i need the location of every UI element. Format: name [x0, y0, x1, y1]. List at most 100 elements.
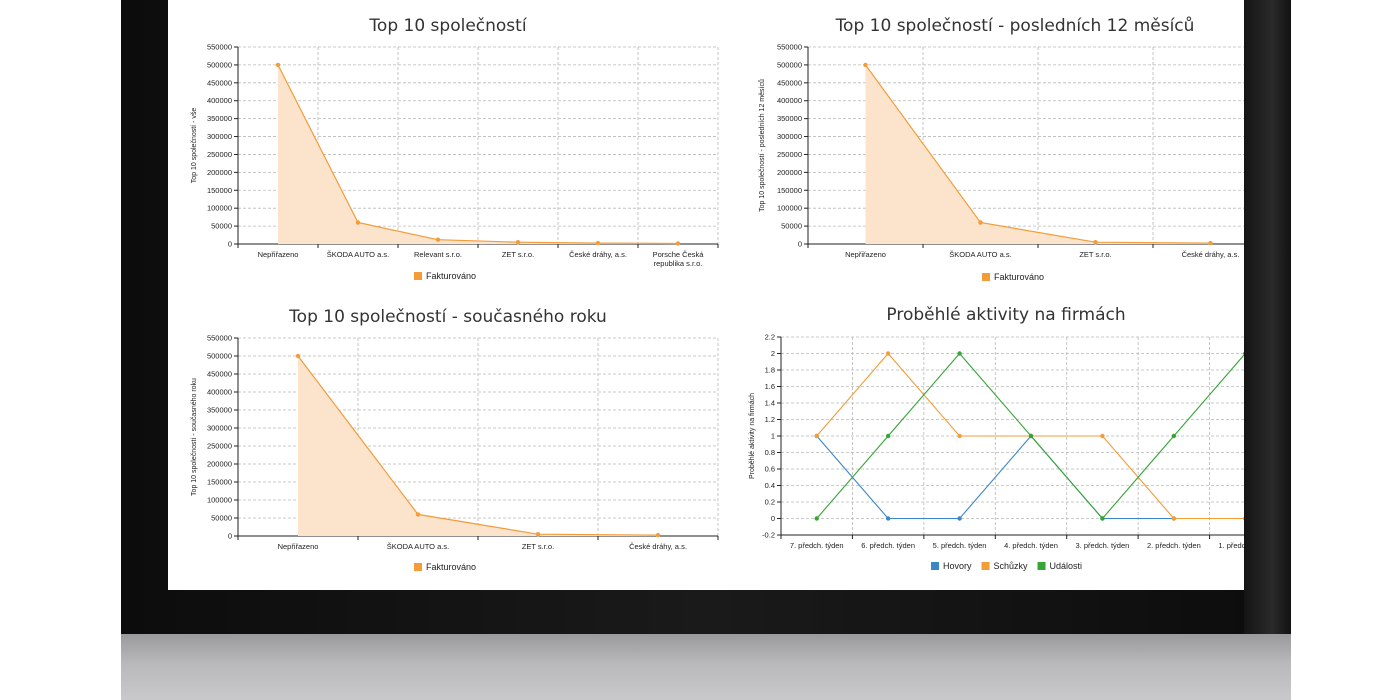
series-line-fakturovano [277, 64, 679, 245]
y-tick-label: 1 [771, 432, 775, 441]
y-tick-label: 550000 [207, 334, 232, 343]
data-point [515, 240, 521, 245]
y-tick-label: 500000 [207, 60, 232, 69]
data-point [1243, 351, 1244, 356]
series-line-hovory [816, 435, 1244, 520]
y-tick-label: 250000 [207, 442, 232, 451]
y-tick-label: 0.4 [765, 481, 775, 490]
y-tick-label: 250000 [777, 150, 802, 159]
data-point [295, 353, 301, 359]
y-tick-label: 200000 [207, 168, 232, 177]
series-area-fakturovano [298, 356, 658, 536]
data-point [415, 512, 421, 517]
data-point [885, 351, 891, 356]
data-point [814, 516, 819, 521]
data-point [535, 532, 541, 537]
data-point [1208, 240, 1213, 246]
y-tick-label: 300000 [777, 132, 802, 141]
x-tick-label: ŠKODA AUTO a.s. [387, 542, 449, 551]
dashboard-charts: Top 10 společností0500001000001500002000… [191, 16, 1244, 572]
legend-label: Fakturováno [426, 562, 476, 572]
data-point [885, 433, 891, 439]
series-area-fakturovano [278, 64, 678, 244]
y-tick-label: 1.6 [765, 382, 775, 391]
y-tick-label: 0 [798, 240, 802, 249]
y-tick-label: 500000 [207, 352, 232, 361]
y-tick-label: 100000 [777, 204, 802, 213]
data-point [1100, 433, 1105, 439]
y-axis-title: Top 10 společností - vše [191, 108, 198, 184]
chart-4: Proběhlé aktivity na firmách -0.2 0 0.2 0.4 0… [749, 305, 1244, 571]
legend-label: Fakturováno [994, 272, 1044, 282]
y-tick-label: 450000 [777, 78, 802, 87]
x-tick-label: 4. předch. týden [1004, 541, 1058, 550]
x-tick-label: ZET s.r.o. [502, 250, 534, 259]
monitor-bezel-edge [1244, 0, 1291, 634]
dashboard-screen: Top 10 společností 0 50000 100000 150000 2000… [168, 0, 1244, 590]
legend-label: Schůzky [994, 561, 1029, 571]
y-tick-label: 250000 [207, 150, 232, 159]
y-tick-label: 1.4 [765, 399, 775, 408]
y-tick-label: 0.2 [765, 498, 775, 507]
data-point [655, 532, 661, 538]
data-point [978, 220, 983, 225]
y-tick-label: 2 [771, 349, 775, 358]
chart-title: Top 10 společností - posledních 12 měsíc… [835, 16, 1195, 36]
x-tick-label: 5. předch. týden [933, 541, 987, 550]
legend-swatch [414, 272, 422, 280]
data-point [814, 433, 819, 439]
y-tick-label: 100000 [207, 204, 232, 213]
data-point [863, 62, 868, 68]
y-tick-label: 200000 [777, 168, 802, 177]
x-tick-label: 6. předch. týden [861, 541, 915, 550]
y-tick-label: 50000 [781, 222, 802, 231]
data-point [675, 241, 681, 246]
legend-swatch [414, 563, 422, 571]
data-point [1093, 240, 1098, 245]
y-tick-label: 150000 [207, 186, 232, 195]
data-point [595, 240, 601, 246]
data-point [1028, 433, 1034, 439]
series-line-fakturovano [297, 355, 659, 536]
y-tick-label: 400000 [777, 96, 802, 105]
y-tick-label: 2.2 [765, 333, 775, 342]
y-tick-label: 350000 [207, 406, 232, 415]
data-point [1171, 433, 1177, 439]
x-tick-label: 3. předch. týden [1076, 541, 1130, 550]
x-tick-label: 7. předch. týden [790, 541, 844, 550]
y-tick-label: 150000 [777, 186, 802, 195]
chart-title: Top 10 společností [368, 16, 527, 36]
x-tick-label: 1. předch. týden [1218, 541, 1244, 550]
series-line-fakturovano [865, 64, 1211, 244]
y-tick-label: 0.8 [765, 448, 775, 457]
legend-label: Fakturováno [426, 271, 476, 281]
legend-swatch [982, 273, 990, 281]
data-point [957, 433, 962, 439]
data-point [1243, 516, 1244, 521]
x-tick-label: Nepřiřazeno [258, 250, 299, 259]
y-tick-label: 50000 [211, 514, 232, 523]
y-tick-label: 1.8 [765, 366, 775, 375]
y-tick-label: -0.2 [762, 531, 775, 540]
y-axis-title: Proběhlé aktivity na firmách [749, 393, 756, 479]
data-point [275, 62, 281, 68]
y-tick-label: 400000 [207, 388, 232, 397]
y-tick-label: 0 [771, 514, 775, 523]
y-tick-label: 500000 [777, 60, 802, 69]
y-tick-label: 50000 [211, 222, 232, 231]
data-point [435, 237, 441, 242]
series-area-fakturovano [865, 64, 1211, 244]
y-tick-label: 0.6 [765, 465, 775, 474]
data-point [1171, 516, 1177, 521]
x-tick-label: ZET s.r.o. [1079, 250, 1111, 259]
y-axis-title: Top 10 společností - současného roku [191, 378, 198, 496]
y-tick-label: 350000 [777, 114, 802, 123]
y-axis-title: Top 10 společností - posledních 12 měsíc… [758, 79, 766, 212]
x-tick-label: České dráhy, a.s. [569, 250, 627, 259]
y-tick-label: 0 [228, 532, 232, 541]
x-tick-label: ŠKODA AUTO a.s. [327, 250, 389, 259]
legend-label: Hovory [943, 561, 972, 571]
y-tick-label: 200000 [207, 460, 232, 469]
chart-2: Top 10 společností - posledních 12 měsíc… [758, 16, 1244, 282]
legend-label: Události [1050, 561, 1083, 571]
